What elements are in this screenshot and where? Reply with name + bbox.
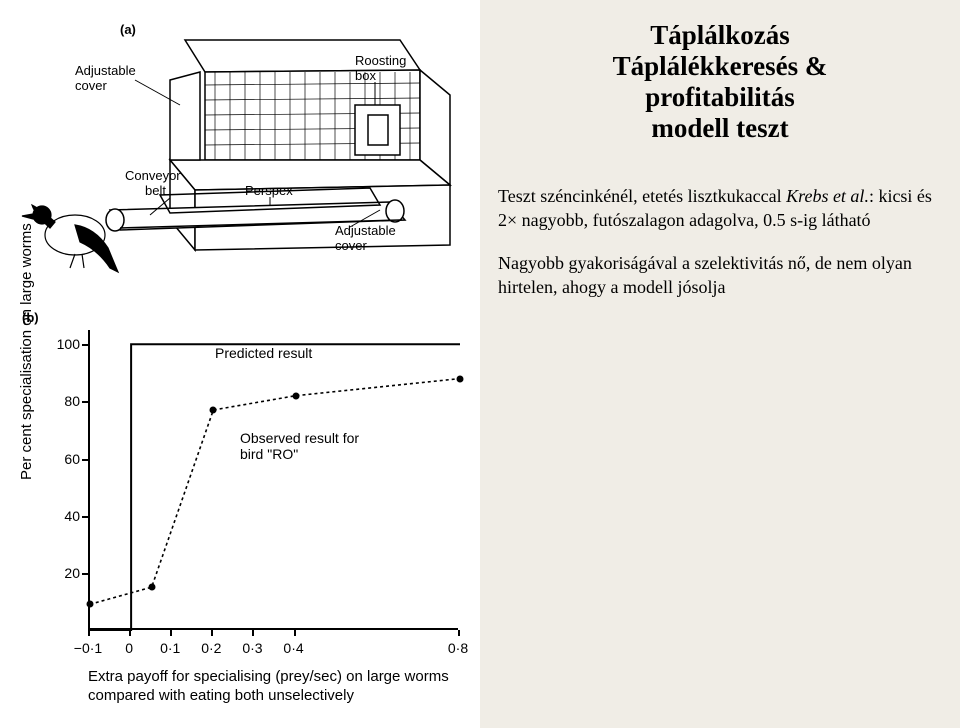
p2: Nagyobb gyakoriságával a szelektivitás n…	[498, 251, 942, 300]
ytick-label: 40	[48, 508, 80, 524]
svg-text:Roosting: Roosting	[355, 53, 406, 68]
observed-label: Observed result for bird "RO"	[240, 430, 359, 462]
xtick-label: 0·1	[160, 640, 180, 656]
svg-text:Conveyor: Conveyor	[125, 168, 181, 183]
p1-pre: Teszt széncinkénél, etetés lisztkukaccal	[498, 186, 786, 206]
svg-text:belt: belt	[145, 183, 166, 198]
data-point	[210, 407, 217, 414]
plot-area: Predicted result Observed result for bir…	[88, 330, 458, 630]
ytick-label: 60	[48, 451, 80, 467]
y-axis-label: Per cent specialisation on large worms	[18, 223, 35, 480]
apparatus-diagram: Adjustablecover Roostingbox Conveyorbelt…	[20, 10, 460, 300]
data-point	[292, 392, 299, 399]
x-axis-label: Extra payoff for specialising (prey/sec)…	[88, 668, 458, 706]
svg-text:cover: cover	[335, 238, 367, 253]
data-point	[148, 584, 155, 591]
p1-citation: Krebs et al.	[786, 186, 869, 206]
xtick-label: −0·1	[74, 640, 102, 656]
xtick-label: 0	[125, 640, 133, 656]
right-text-panel: TáplálkozásTáplálékkeresés &profitabilit…	[480, 0, 960, 728]
svg-text:Adjustable: Adjustable	[335, 223, 396, 238]
svg-text:box: box	[355, 68, 376, 83]
ytick-label: 20	[48, 565, 80, 581]
xtick-label: 0·3	[242, 640, 262, 656]
body-text: Teszt széncinkénél, etetés lisztkukaccal…	[498, 184, 942, 299]
ytick-label: 80	[48, 393, 80, 409]
chart-container: Per cent specialisation on large worms P…	[0, 310, 480, 728]
left-figure-panel: (a)	[0, 0, 480, 728]
xtick-label: 0·4	[283, 640, 303, 656]
xtick-label: 0·8	[448, 640, 468, 656]
xtick-label: 0·2	[201, 640, 221, 656]
predicted-label: Predicted result	[215, 345, 312, 361]
data-point	[87, 601, 94, 608]
ytick-label: 100	[48, 336, 80, 352]
data-point	[457, 375, 464, 382]
slide-title: TáplálkozásTáplálékkeresés &profitabilit…	[498, 20, 942, 144]
svg-text:Adjustable: Adjustable	[75, 63, 136, 78]
svg-text:Perspex: Perspex	[245, 183, 293, 198]
svg-text:cover: cover	[75, 78, 107, 93]
